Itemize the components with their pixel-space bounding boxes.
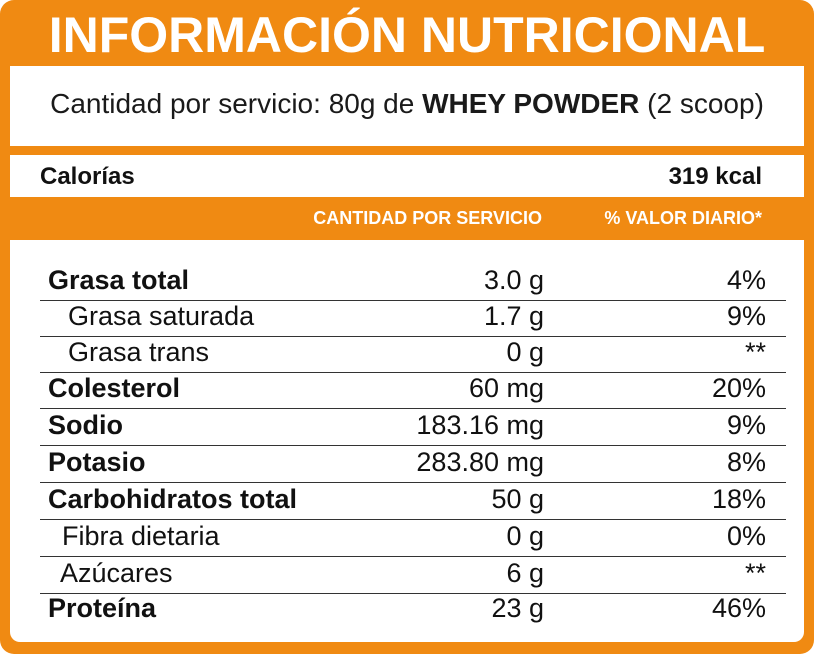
nutrient-daily-value: ** <box>744 337 766 367</box>
label-title: INFORMACIÓN NUTRICIONAL <box>48 7 766 63</box>
nutrient-name: Potasio <box>48 447 146 477</box>
nutrient-daily-value: 9% <box>726 301 766 331</box>
table-row: Proteína 23 g 46% <box>40 592 786 628</box>
nutrient-amount: 23 g <box>491 593 544 623</box>
nutrient-name: Colesterol <box>48 373 181 403</box>
nutrient-amount: 60 mg <box>468 373 544 403</box>
serving-box: Cantidad por servicio: 80g de WHEY POWDE… <box>10 66 804 146</box>
serving-suffix: (2 scoop) <box>639 88 764 119</box>
nutrient-amount: 183.16 mg <box>416 410 544 440</box>
table-row: Carbohidratos total 50 g 18% <box>40 483 786 520</box>
nutrient-daily-value: 4% <box>726 265 766 295</box>
nutrient-daily-value: 46% <box>711 593 766 623</box>
nutrient-daily-value: 20% <box>711 373 766 403</box>
nutrient-daily-value: 9% <box>726 410 766 440</box>
table-row: Colesterol 60 mg 20% <box>40 372 786 409</box>
nutrient-amount: 0 g <box>506 337 544 367</box>
nutrient-name: Grasa total <box>48 265 190 295</box>
nutrient-name: Fibra dietaria <box>62 521 220 551</box>
table-row: Azúcares 6 g ** <box>40 557 786 594</box>
nutrient-amount: 0 g <box>506 521 544 551</box>
table-row: Grasa saturada 1.7 g 9% <box>40 300 786 337</box>
product-name: WHEY POWDER <box>422 88 640 119</box>
nutrient-amount: 6 g <box>506 558 544 588</box>
nutrient-name: Carbohidratos total <box>48 484 298 514</box>
nutrient-amount: 3.0 g <box>483 265 544 295</box>
nutrient-daily-value: 0% <box>726 521 766 551</box>
serving-size: Cantidad por servicio: 80g de WHEY POWDE… <box>10 88 804 120</box>
nutrient-amount: 283.80 mg <box>416 447 544 477</box>
nutrient-name: Azúcares <box>60 558 173 588</box>
table-row: Grasa trans 0 g ** <box>40 336 786 373</box>
calories-value: 319 kcal <box>668 163 762 190</box>
table-row: Potasio 283.80 mg 8% <box>40 446 786 483</box>
nutrient-name: Sodio <box>48 410 123 440</box>
nutrient-name: Grasa saturada <box>68 301 255 331</box>
nutrient-table: Grasa total 3.0 g 4% Grasa saturada 1.7 … <box>10 240 804 642</box>
table-row: Fibra dietaria 0 g 0% <box>40 520 786 557</box>
table-row: Sodio 183.16 mg 9% <box>40 409 786 446</box>
serving-prefix: Cantidad por servicio: 80g de <box>50 88 423 119</box>
nutrient-daily-value: ** <box>744 558 766 588</box>
daily-value-column-header: % VALOR DIARIO* <box>604 208 762 228</box>
calories-box: Calorías 319 kcal <box>10 155 804 197</box>
nutrient-name: Grasa trans <box>68 337 210 367</box>
amount-column-header: CANTIDAD POR SERVICIO <box>313 208 542 228</box>
nutrient-name: Proteína <box>48 593 157 623</box>
calories-label: Calorías <box>40 163 135 190</box>
nutrient-daily-value: 18% <box>711 484 766 514</box>
nutrient-amount: 50 g <box>491 484 544 514</box>
table-row: Grasa total 3.0 g 4% <box>40 264 786 301</box>
nutrient-daily-value: 8% <box>726 447 766 477</box>
nutrient-amount: 1.7 g <box>483 301 544 331</box>
